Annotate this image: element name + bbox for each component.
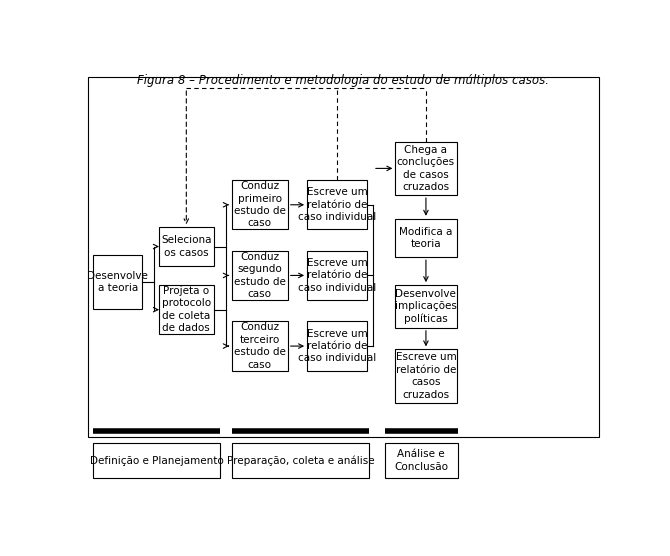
FancyBboxPatch shape [93, 444, 220, 478]
Text: Conduz
terceiro
estudo de
caso: Conduz terceiro estudo de caso [234, 322, 285, 370]
FancyBboxPatch shape [395, 219, 456, 257]
FancyBboxPatch shape [395, 285, 456, 328]
FancyBboxPatch shape [159, 285, 214, 334]
Text: Conduz
segundo
estudo de
caso: Conduz segundo estudo de caso [234, 252, 285, 299]
Text: Figura 8 – Procedimento e metodologia do estudo de múltiplos casos.: Figura 8 – Procedimento e metodologia do… [137, 75, 549, 87]
FancyBboxPatch shape [307, 251, 366, 300]
Text: Chega a
concluções
de casos
cruzados: Chega a concluções de casos cruzados [397, 145, 455, 192]
FancyBboxPatch shape [307, 321, 366, 371]
Text: Definição e Planejamento: Definição e Planejamento [90, 455, 224, 465]
FancyBboxPatch shape [88, 77, 599, 437]
Text: Desenvolve
a teoria: Desenvolve a teoria [87, 271, 148, 293]
FancyBboxPatch shape [93, 255, 143, 309]
FancyBboxPatch shape [159, 227, 214, 266]
FancyBboxPatch shape [307, 180, 366, 230]
Text: Desenvolve
implicações
políticas: Desenvolve implicações políticas [395, 289, 457, 324]
Text: Modifica a
teoria: Modifica a teoria [399, 227, 453, 249]
Text: Projeta o
protocolo
de coleta
de dados: Projeta o protocolo de coleta de dados [161, 286, 211, 333]
FancyBboxPatch shape [232, 180, 288, 230]
Text: Seleciona
os casos: Seleciona os casos [161, 235, 212, 258]
FancyBboxPatch shape [232, 321, 288, 371]
Text: Conduz
primeiro
estudo de
caso: Conduz primeiro estudo de caso [234, 181, 285, 229]
FancyBboxPatch shape [395, 349, 456, 403]
Text: Escreve um
relatório de
caso individual: Escreve um relatório de caso individual [297, 187, 376, 222]
Text: Análise e
Conclusão: Análise e Conclusão [394, 449, 448, 472]
FancyBboxPatch shape [395, 142, 456, 195]
Text: Escreve um
relatório de
caso individual: Escreve um relatório de caso individual [297, 258, 376, 293]
Text: Escreve um
relatório de
caso individual: Escreve um relatório de caso individual [297, 329, 376, 364]
Text: Preparação, coleta e análise: Preparação, coleta e análise [226, 455, 375, 466]
FancyBboxPatch shape [385, 444, 458, 478]
FancyBboxPatch shape [232, 444, 369, 478]
FancyBboxPatch shape [232, 251, 288, 300]
Text: Escreve um
relatório de
casos
cruzados: Escreve um relatório de casos cruzados [395, 353, 456, 400]
